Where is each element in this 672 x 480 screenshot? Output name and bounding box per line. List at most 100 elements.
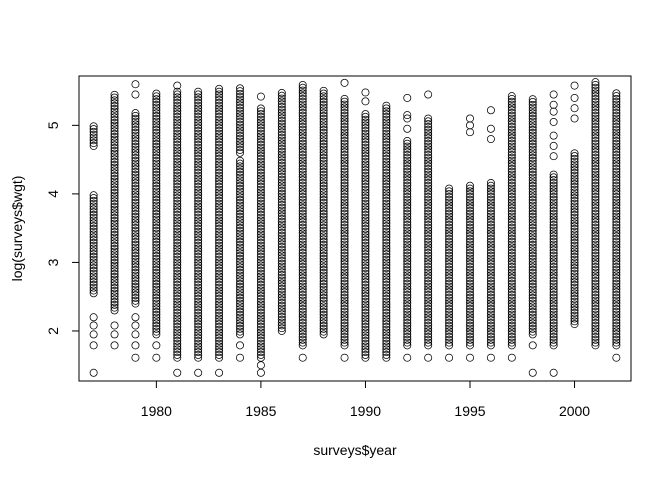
data-point [131,246,140,255]
data-point [256,286,265,295]
data-point [507,198,516,207]
data-point [507,167,516,176]
data-point [403,181,412,190]
data-point [236,170,244,179]
data-point [549,237,558,246]
data-point [591,206,600,215]
data-point [591,330,600,339]
data-point [131,151,140,160]
data-point [110,188,119,197]
data-point [131,271,140,280]
data-point [570,258,579,267]
data-point [215,126,224,135]
data-point [507,240,516,249]
data-point [298,237,307,246]
data-point [570,196,579,205]
data-point [277,240,286,249]
data-point [319,218,328,227]
data-point [570,308,579,317]
data-point [403,260,412,269]
data-point [256,135,265,144]
data-point [340,184,349,193]
data-point [466,335,474,344]
data-point [445,243,454,252]
data-point [152,201,161,210]
data-point [403,156,412,165]
data-point [528,98,537,106]
data-point [89,278,98,287]
data-point [591,159,600,168]
data-point [549,232,558,241]
data-point [612,184,621,193]
data-point [298,94,307,103]
data-point [215,345,224,354]
data-point [173,322,182,331]
data-point [277,116,286,125]
data-point [110,149,119,158]
data-point [110,253,119,262]
data-point [319,154,328,162]
data-point [549,201,558,210]
data-point [236,254,244,263]
data-point [528,190,537,199]
data-point [256,303,265,312]
data-point [361,345,370,354]
data-point [152,128,161,137]
data-point [340,100,349,109]
data-point [466,327,474,336]
data-point [486,206,495,215]
data-point [319,173,328,182]
data-point [152,190,161,199]
data-point [361,261,370,270]
data-point [173,280,182,289]
data-point [445,206,454,215]
data-point [507,204,516,213]
data-point [256,126,265,135]
data-point [382,163,391,172]
data-point [403,170,412,179]
data-point [445,341,454,350]
data-point [340,156,349,165]
data-point [89,227,98,236]
data-point [194,292,203,301]
data-point [570,227,579,236]
data-point [424,304,433,313]
data-point [361,88,370,97]
data-point [340,136,349,145]
data-point [298,145,307,154]
data-point [194,205,203,214]
data-point [298,302,307,311]
data-point [403,198,412,207]
data-point [131,282,140,291]
data-point [298,89,307,98]
data-point [591,94,600,103]
data-point [591,279,600,288]
data-point [173,157,182,166]
data-point [445,209,454,218]
data-point [382,258,391,267]
data-point [507,178,516,187]
data-point [215,222,224,231]
data-point [215,247,224,256]
data-point [361,264,370,273]
data-point [110,228,119,236]
data-point [612,94,621,103]
data-point [382,166,391,175]
data-point [319,224,328,232]
data-point [319,212,328,221]
data-point [319,313,328,322]
data-point [424,134,433,143]
data-point [612,142,621,151]
data-point [361,157,370,166]
data-point [486,332,495,341]
data-point [424,335,433,344]
data-point [466,307,474,316]
data-point [486,195,495,204]
data-point [403,173,412,182]
data-point [131,237,140,246]
data-point [215,182,224,191]
data-point [507,142,516,151]
data-point [403,164,412,173]
data-point [236,260,244,269]
